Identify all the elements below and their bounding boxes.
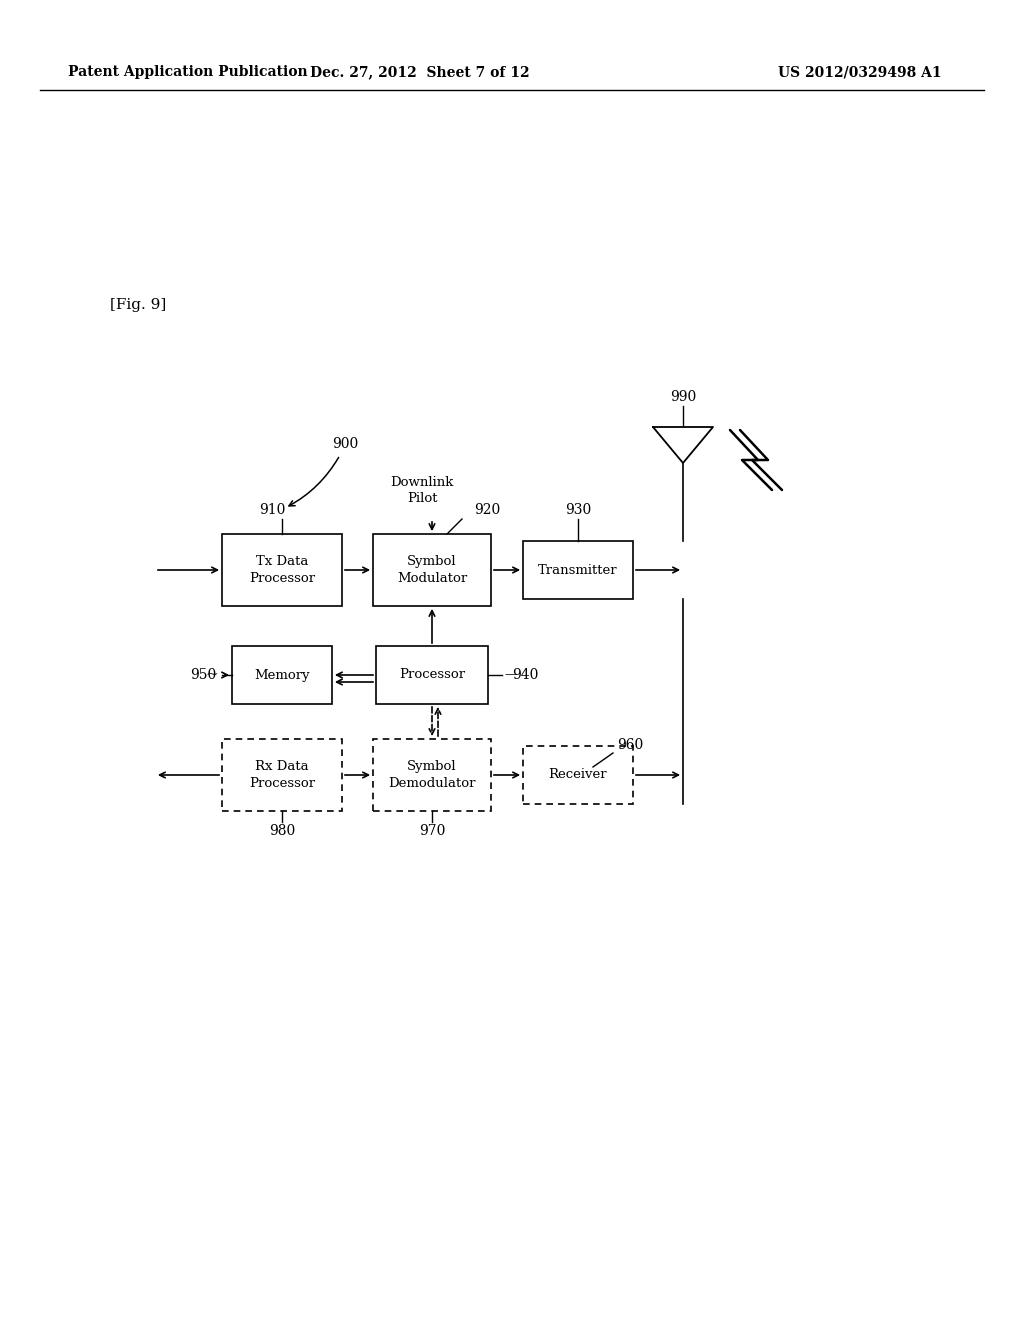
Text: Receiver: Receiver — [549, 768, 607, 781]
Text: Memory: Memory — [254, 668, 310, 681]
Text: 930: 930 — [565, 503, 591, 517]
Text: 990: 990 — [670, 389, 696, 404]
Text: 960: 960 — [616, 738, 643, 752]
Text: [Fig. 9]: [Fig. 9] — [110, 298, 166, 312]
Bar — [222, 535, 342, 606]
Bar — [373, 535, 490, 606]
Text: Symbol
Demodulator: Symbol Demodulator — [388, 760, 476, 789]
Text: Processor: Processor — [399, 668, 465, 681]
Bar — [373, 739, 490, 810]
Text: Dec. 27, 2012  Sheet 7 of 12: Dec. 27, 2012 Sheet 7 of 12 — [310, 65, 529, 79]
Text: Patent Application Publication: Patent Application Publication — [68, 65, 307, 79]
Bar — [376, 645, 488, 704]
Bar — [523, 746, 633, 804]
Text: Symbol
Modulator: Symbol Modulator — [397, 554, 467, 585]
Text: Tx Data
Processor: Tx Data Processor — [249, 554, 315, 585]
Text: —: — — [504, 668, 516, 681]
Text: 980: 980 — [269, 824, 295, 838]
Text: 910: 910 — [259, 503, 286, 517]
Text: 900: 900 — [332, 437, 358, 451]
Text: Downlink
Pilot: Downlink Pilot — [390, 475, 454, 504]
Bar — [222, 739, 342, 810]
Bar — [523, 541, 633, 599]
Text: Rx Data
Processor: Rx Data Processor — [249, 760, 315, 789]
Text: Transmitter: Transmitter — [539, 564, 617, 577]
Text: 970: 970 — [419, 824, 445, 838]
Bar — [232, 645, 332, 704]
Text: US 2012/0329498 A1: US 2012/0329498 A1 — [778, 65, 942, 79]
Text: ~: ~ — [206, 668, 218, 682]
Text: 920: 920 — [474, 503, 500, 517]
Text: 940: 940 — [512, 668, 539, 682]
Text: 950: 950 — [190, 668, 216, 682]
